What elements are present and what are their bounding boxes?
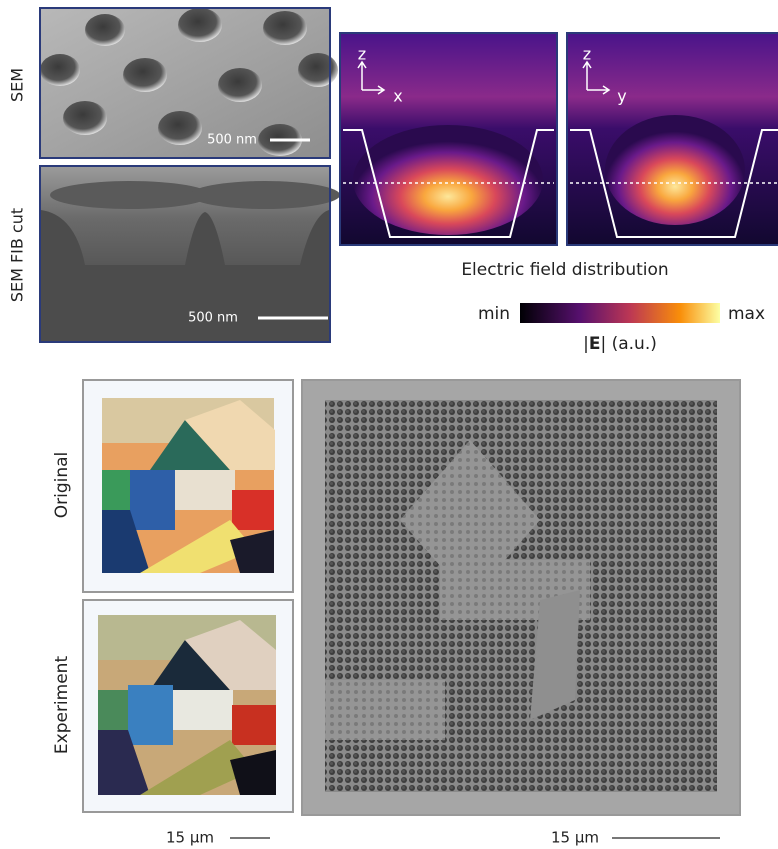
axis-label: z — [358, 45, 366, 64]
panel-label: SEM FIB cut — [8, 208, 27, 302]
panel-label: Original — [52, 452, 72, 519]
painting — [98, 615, 276, 795]
figure: SEM 500 nm SEM FIB cut 500 nm z x z y El… — [0, 0, 778, 849]
field-map — [568, 34, 778, 244]
colorbar — [520, 303, 720, 323]
colorbar-label: |E| (a.u.) — [583, 334, 657, 354]
page: SEM 500 nm SEM FIB cut 500 nm z x z y El… — [0, 0, 778, 849]
scale-label: 500 nm — [207, 133, 257, 148]
metasurface-array — [325, 400, 717, 792]
scale-label: 500 nm — [188, 311, 238, 326]
field-map — [341, 34, 556, 244]
axis-label: y — [617, 87, 626, 106]
colorbar-max: max — [728, 304, 765, 324]
axis-label: x — [393, 87, 402, 106]
scale-label: 15 µm — [166, 829, 214, 847]
sem-image — [40, 8, 338, 157]
colorbar-label-part: | (a.u.) — [600, 334, 656, 354]
colorbar-min: min — [478, 304, 510, 324]
axis-label: z — [583, 45, 591, 64]
caption: Electric field distribution — [461, 260, 668, 280]
panel-label: Experiment — [52, 656, 72, 755]
panel-label: SEM — [8, 68, 27, 102]
colorbar-label-part: E — [589, 334, 601, 354]
scale-label: 15 µm — [551, 829, 599, 847]
painting — [102, 398, 275, 573]
